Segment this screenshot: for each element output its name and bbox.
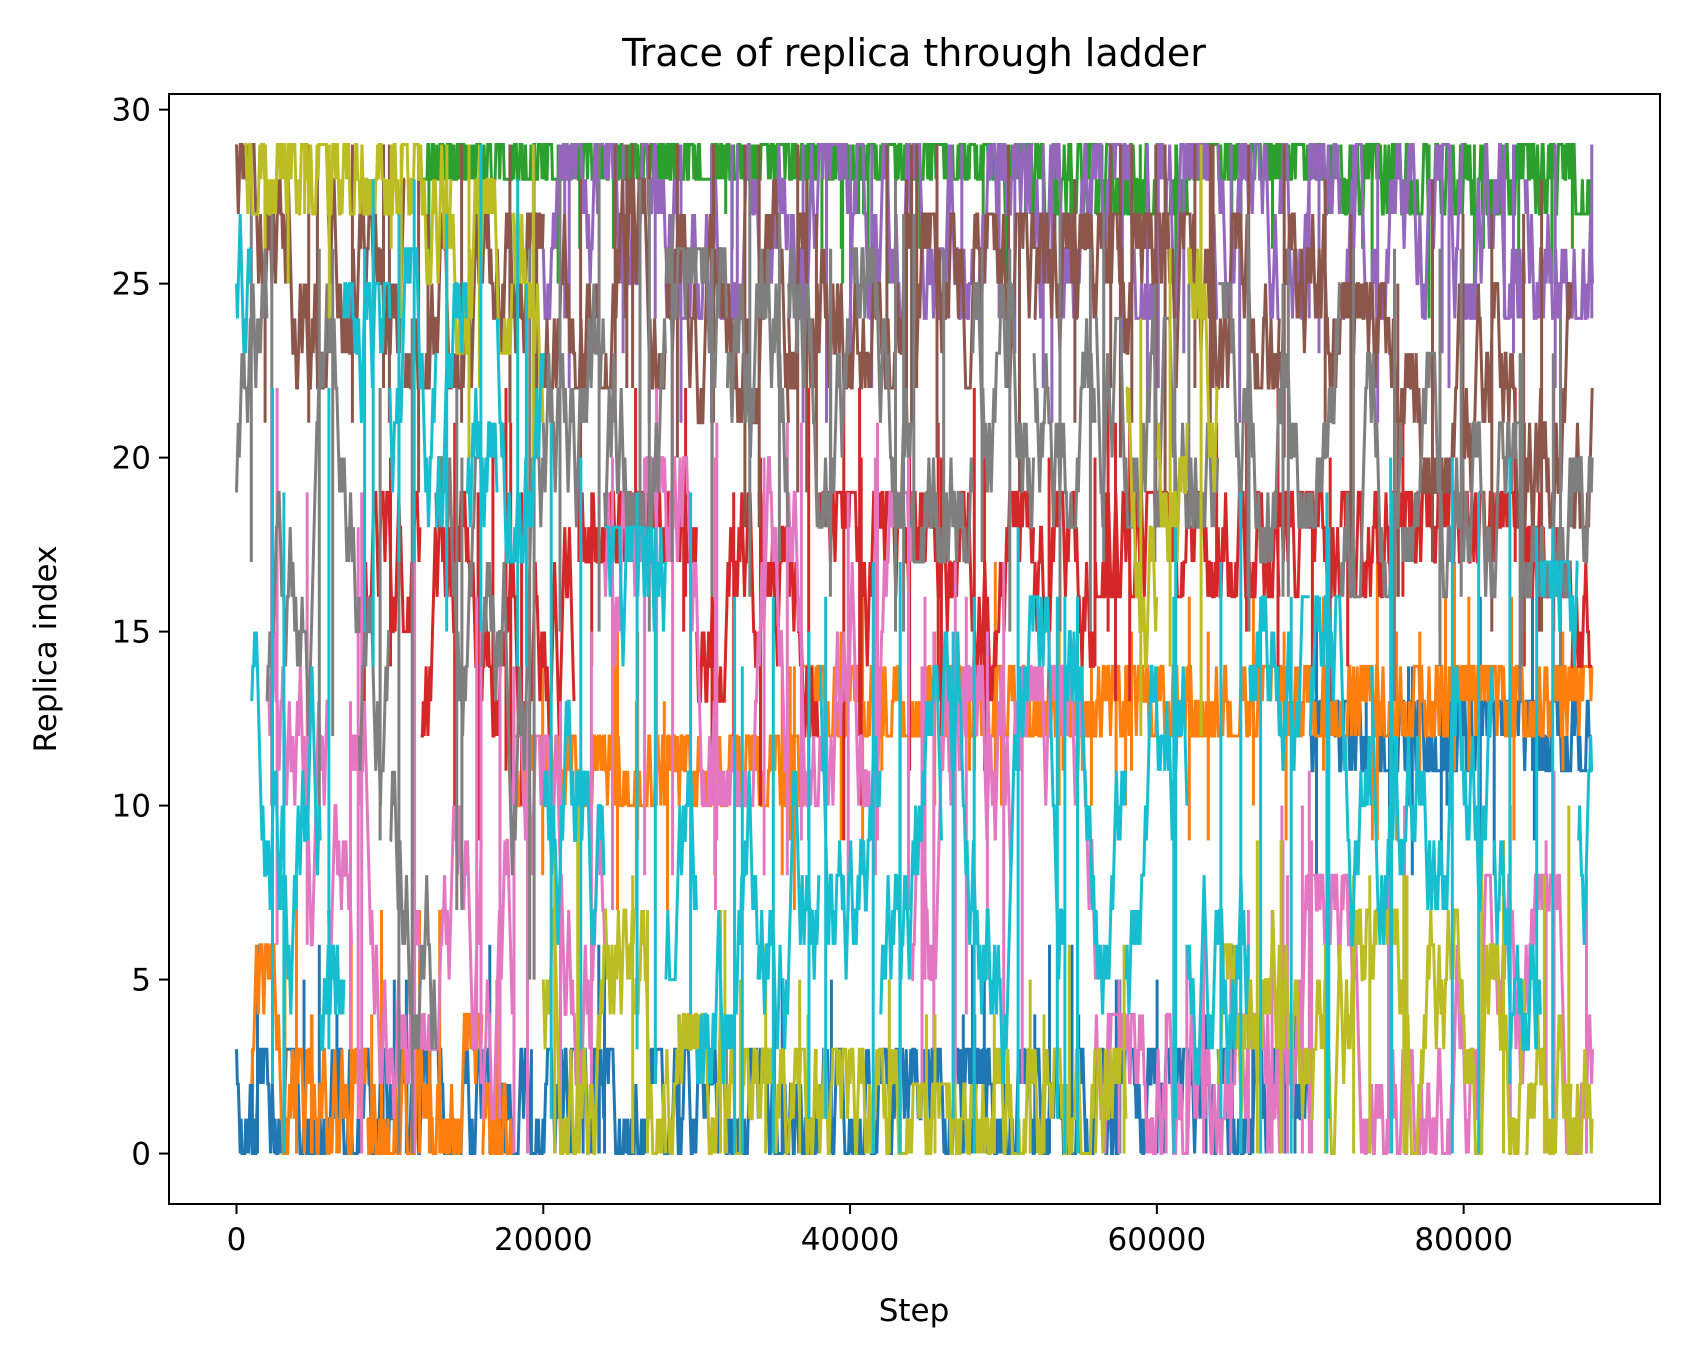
series-9 bbox=[235, 144, 1594, 1154]
y-tick-label-6: 30 bbox=[112, 93, 151, 129]
y-tick-label-1: 5 bbox=[131, 963, 151, 999]
series-layer bbox=[235, 143, 1594, 1155]
series-7-line bbox=[235, 144, 1594, 1154]
y-tick-label-5: 25 bbox=[112, 267, 151, 303]
series-9-line bbox=[235, 144, 1594, 1154]
x-tick-label-0: 0 bbox=[227, 1222, 247, 1258]
x-tick-label-4: 80000 bbox=[1414, 1222, 1513, 1258]
x-tick-label-2: 40000 bbox=[801, 1222, 900, 1258]
y-tick-label-0: 0 bbox=[131, 1137, 151, 1173]
y-axis: 0 5 10 15 20 25 30 bbox=[112, 93, 169, 1173]
x-axis-label: Step bbox=[879, 1293, 950, 1329]
y-tick-label-4: 20 bbox=[112, 441, 151, 477]
x-tick-label-3: 60000 bbox=[1108, 1222, 1207, 1258]
series-7 bbox=[235, 144, 1594, 1154]
y-axis-label: Replica index bbox=[28, 546, 64, 753]
y-tick-label-2: 10 bbox=[112, 789, 151, 825]
y-tick-label-3: 15 bbox=[112, 615, 151, 651]
plot-area-frame bbox=[168, 93, 1661, 1205]
x-tick-label-1: 20000 bbox=[494, 1222, 593, 1258]
chart-title: Trace of replica through ladder bbox=[621, 31, 1206, 75]
x-axis: 0 20000 40000 60000 80000 bbox=[227, 1204, 1513, 1258]
